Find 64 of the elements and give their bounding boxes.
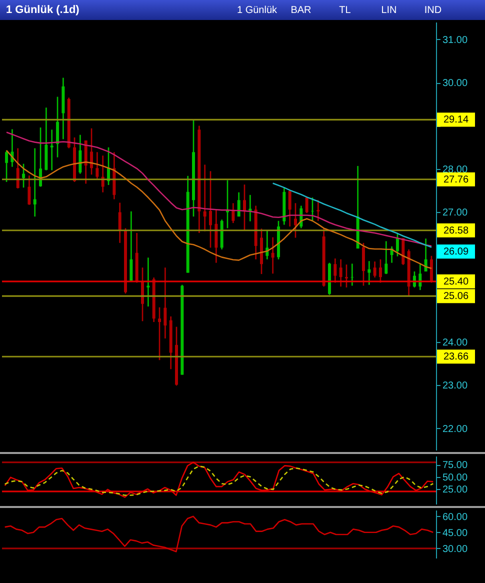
y-tick-label: 27.00 (442, 208, 468, 219)
candlestick (164, 266, 167, 340)
candlestick (209, 170, 212, 248)
candlestick (378, 258, 382, 284)
text: IND (423, 4, 443, 16)
candlestick (130, 210, 133, 282)
text: LIN (380, 4, 398, 16)
candlestick (344, 264, 348, 288)
candlestick (22, 163, 26, 188)
candlestick (288, 190, 292, 228)
candlestick (90, 128, 94, 176)
candlestick (384, 240, 388, 275)
candlestick (16, 148, 20, 190)
y-tick-label: 45.00 (442, 528, 468, 539)
candlestick (146, 256, 150, 308)
y-tick-label: 25.00 (442, 484, 468, 496)
ref-line-label: 29.14 (443, 114, 469, 126)
candlestick (56, 96, 60, 158)
ref-line-label: 26.58 (443, 225, 469, 236)
candlestick (118, 202, 122, 244)
candlestick (50, 129, 54, 171)
candlestick (350, 263, 354, 286)
y-tick-label: 22.00 (442, 424, 468, 435)
candlestick (294, 202, 297, 238)
ref-line-label: 23.66 (443, 352, 469, 363)
line-series (272, 182, 432, 248)
candlestick (316, 199, 320, 222)
y-tick-label: 28.00 (442, 164, 468, 176)
candlestick (271, 236, 274, 274)
y-tick-label: 60.00 (442, 512, 468, 523)
candlestick (158, 306, 162, 361)
candlestick (203, 164, 206, 232)
y-tick-label: 30.00 (442, 544, 468, 555)
line-series (4, 516, 434, 552)
annotation: 26.09 (443, 246, 469, 258)
candlestick (310, 196, 314, 222)
y-tick-label: 50.00 (442, 472, 468, 484)
candlestick (339, 258, 342, 288)
candlestick (362, 242, 365, 286)
ref-line-label: 25.40 (443, 276, 469, 288)
chart-title: 1 Günlük (.1d) (6, 4, 80, 16)
text: BAR (290, 4, 312, 16)
candlestick (28, 174, 31, 206)
y-tick-label: 31.00 (442, 34, 468, 46)
candlestick (78, 134, 82, 174)
ref-line-label: 25.06 (443, 291, 469, 302)
y-tick-label: 30.00 (442, 78, 468, 90)
candlestick (5, 150, 8, 183)
candlestick (396, 232, 399, 257)
text: 1 Günlük (236, 4, 278, 16)
candlestick (305, 196, 308, 214)
candlestick (214, 208, 218, 264)
candlestick (430, 255, 433, 284)
text: TL (338, 4, 352, 16)
candlestick (334, 258, 337, 284)
y-tick-label: 24.00 (442, 337, 468, 348)
candlestick (373, 260, 376, 278)
candlestick (33, 148, 36, 218)
candlestick (232, 202, 235, 224)
y-tick-label: 75.00 (442, 460, 468, 472)
candlestick (96, 151, 99, 180)
ref-line-label: 27.76 (443, 174, 469, 186)
candlestick (242, 184, 246, 232)
y-tick-label: 23.00 (442, 380, 468, 392)
